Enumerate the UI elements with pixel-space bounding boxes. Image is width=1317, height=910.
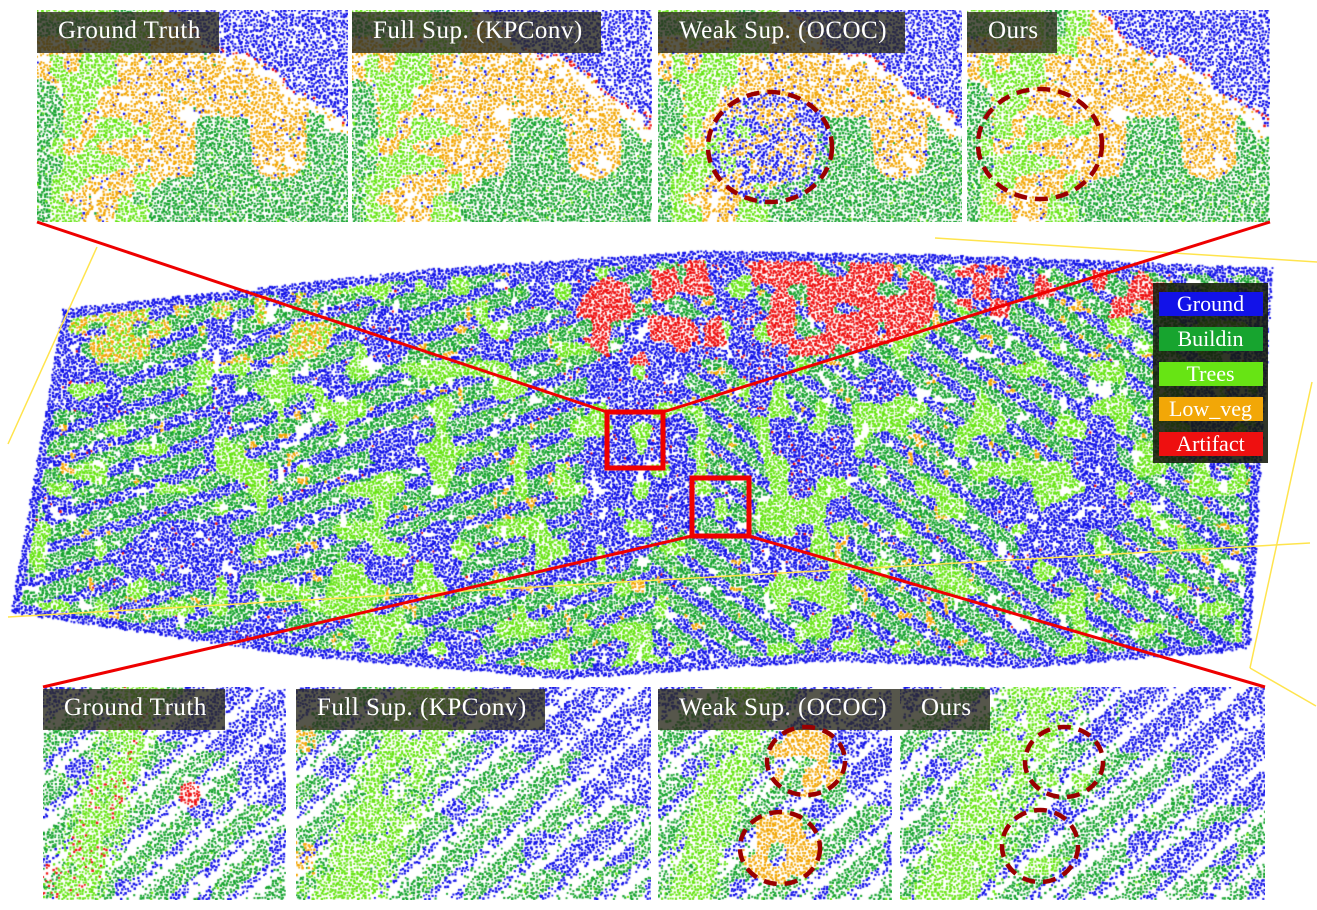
- panel-label: Weak Sup. (OCOC): [658, 12, 906, 53]
- panel-label: Full Sup. (KPConv): [296, 689, 545, 730]
- panel-label: Ground Truth: [43, 689, 225, 730]
- panel-top-weak-sup: Weak Sup. (OCOC): [658, 10, 962, 222]
- panel-label: Ours: [967, 12, 1057, 53]
- panel-label: Weak Sup. (OCOC): [658, 689, 906, 730]
- legend-item-artifact: Artifact: [1158, 432, 1263, 456]
- panel-label: Ground Truth: [37, 12, 219, 53]
- panel-bottom-full-sup: Full Sup. (KPConv): [296, 687, 651, 900]
- panel-label: Ours: [900, 689, 990, 730]
- panel-bottom-ours: Ours: [900, 687, 1265, 900]
- legend-item-ground: Ground: [1158, 292, 1263, 316]
- panel-bottom-ground-truth: Ground Truth: [43, 687, 286, 900]
- panel-top-ours: Ours: [967, 10, 1270, 222]
- legend-item-building: Buildin: [1158, 327, 1263, 351]
- panel-bottom-weak-sup: Weak Sup. (OCOC): [658, 687, 906, 900]
- panel-label: Full Sup. (KPConv): [352, 12, 601, 53]
- segmentation-map-canvas: [0, 228, 1317, 703]
- panel-top-full-sup: Full Sup. (KPConv): [352, 10, 652, 222]
- panel-top-ground-truth: Ground Truth: [37, 10, 348, 222]
- legend-item-trees: Trees: [1158, 362, 1263, 386]
- legend: Ground Buildin Trees Low_veg Artifact: [1153, 283, 1268, 463]
- legend-item-low-veg: Low_veg: [1158, 397, 1263, 421]
